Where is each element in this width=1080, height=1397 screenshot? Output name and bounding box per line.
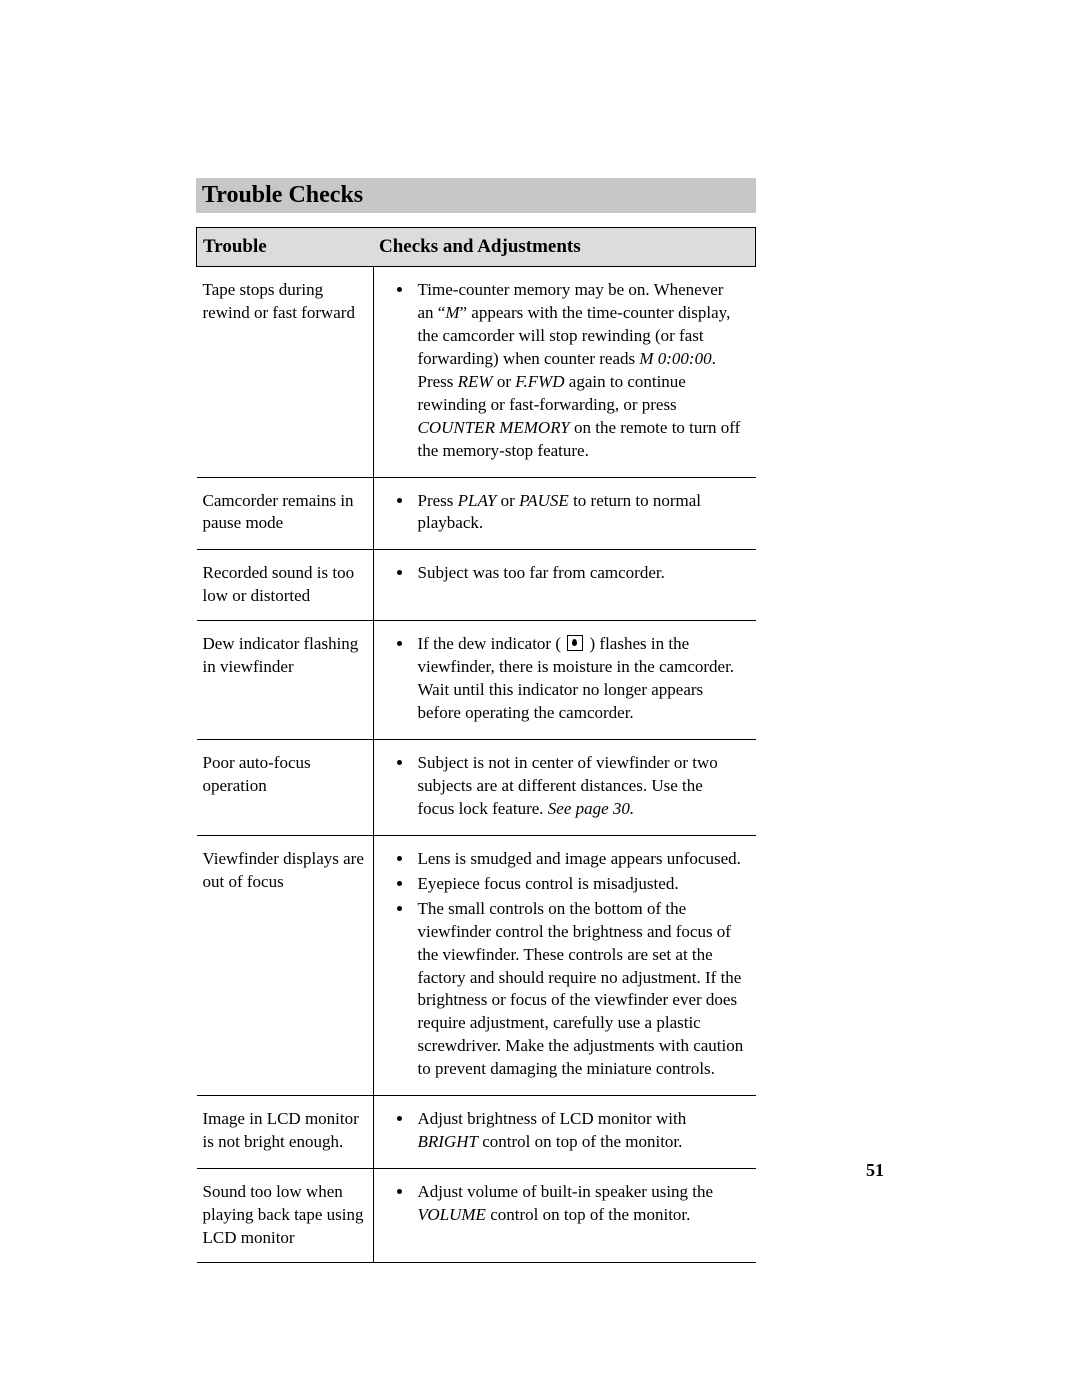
checks-list: Time-counter memory may be on. Whenever … — [374, 279, 750, 463]
trouble-cell: Recorded sound is too low or distorted — [197, 550, 374, 620]
list-item: Adjust volume of built-in speaker using … — [414, 1181, 744, 1227]
table-row: Image in LCD monitor is not bright enoug… — [197, 1096, 756, 1168]
row-separator — [197, 1262, 756, 1263]
page-number: 51 — [866, 1160, 884, 1181]
trouble-cell: Tape stops during rewind or fast forward — [197, 267, 374, 477]
table-row: Tape stops during rewind or fast forward… — [197, 267, 756, 477]
checks-cell: Adjust volume of built-in speaker using … — [373, 1169, 756, 1262]
table-row: Sound too low when playing back tape usi… — [197, 1169, 756, 1262]
section-title-bar: Trouble Checks — [196, 178, 756, 213]
list-item: Time-counter memory may be on. Whenever … — [414, 279, 744, 463]
trouble-cell: Poor auto-focus operation — [197, 740, 374, 835]
checks-cell: Time-counter memory may be on. Whenever … — [373, 267, 756, 477]
header-trouble: Trouble — [197, 228, 374, 267]
checks-cell: Adjust brightness of LCD monitor with BR… — [373, 1096, 756, 1168]
trouble-cell: Dew indicator flashing in viewfinder — [197, 621, 374, 739]
checks-list: Adjust volume of built-in speaker using … — [374, 1181, 750, 1227]
manual-page: Trouble Checks Trouble Checks and Adjust… — [0, 0, 1080, 1397]
trouble-cell: Viewfinder displays are out of focus — [197, 836, 374, 1095]
checks-list: Subject was too far from camcorder. — [374, 562, 750, 585]
checks-cell: Lens is smudged and image appears unfocu… — [373, 836, 756, 1095]
checks-cell: Subject is not in center of viewfinder o… — [373, 740, 756, 835]
checks-list: If the dew indicator ( ) flashes in the … — [374, 633, 750, 725]
table-row: Camcorder remains in pause mode Press PLA… — [197, 478, 756, 550]
dew-indicator-icon — [567, 635, 583, 651]
list-item: Subject was too far from camcorder. — [414, 562, 744, 585]
checks-cell: Subject was too far from camcorder. — [373, 550, 756, 620]
trouble-cell: Camcorder remains in pause mode — [197, 478, 374, 550]
trouble-cell: Image in LCD monitor is not bright enoug… — [197, 1096, 374, 1168]
checks-list: Adjust brightness of LCD monitor with BR… — [374, 1108, 750, 1154]
header-checks: Checks and Adjustments — [373, 228, 756, 267]
checks-list: Lens is smudged and image appears unfocu… — [374, 848, 750, 1081]
trouble-checks-table: Trouble Checks and Adjustments Tape stop… — [196, 227, 756, 1263]
table-row: Viewfinder displays are out of focus Lens… — [197, 836, 756, 1095]
checks-list: Press PLAY or PAUSE to return to normal … — [374, 490, 750, 536]
list-item: Eyepiece focus control is misadjusted. — [414, 873, 744, 896]
checks-cell: Press PLAY or PAUSE to return to normal … — [373, 478, 756, 550]
trouble-cell: Sound too low when playing back tape usi… — [197, 1169, 374, 1262]
checks-list: Subject is not in center of viewfinder o… — [374, 752, 750, 821]
list-item: Press PLAY or PAUSE to return to normal … — [414, 490, 744, 536]
list-item: Lens is smudged and image appears unfocu… — [414, 848, 744, 871]
list-item: The small controls on the bottom of the … — [414, 898, 744, 1082]
content-area: Trouble Checks Trouble Checks and Adjust… — [196, 178, 756, 1263]
table-row: Poor auto-focus operation Subject is not … — [197, 740, 756, 835]
section-title: Trouble Checks — [202, 182, 750, 209]
checks-cell: If the dew indicator ( ) flashes in the … — [373, 621, 756, 739]
table-row: Dew indicator flashing in viewfinder If t… — [197, 621, 756, 739]
list-item: Adjust brightness of LCD monitor with BR… — [414, 1108, 744, 1154]
table-row: Recorded sound is too low or distorted Su… — [197, 550, 756, 620]
list-item: Subject is not in center of viewfinder o… — [414, 752, 744, 821]
list-item: If the dew indicator ( ) flashes in the … — [414, 633, 744, 725]
table-header-row: Trouble Checks and Adjustments — [197, 228, 756, 267]
